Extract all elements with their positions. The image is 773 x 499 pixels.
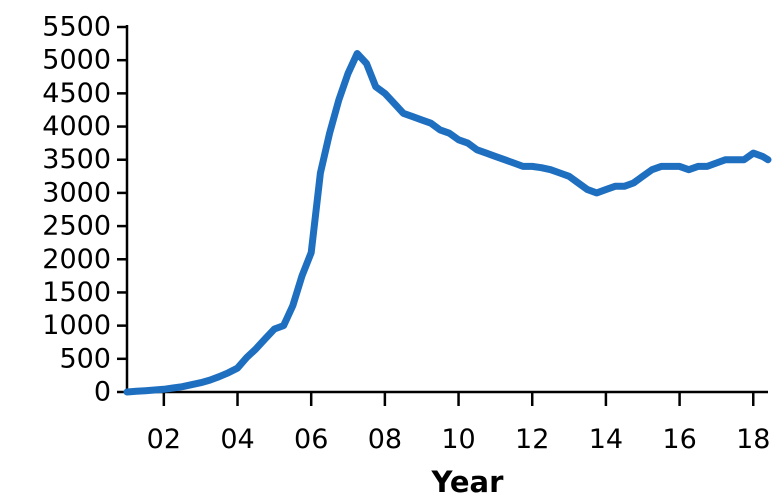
y-tick-label: 3500 [42, 144, 111, 175]
y-tick-label: 1000 [42, 310, 111, 341]
x-axis-ticks: 02 04 06 08 10 12 14 16 18 [147, 392, 770, 455]
series-line-0 [123, 50, 772, 396]
y-axis-ticks: 0500100015002000250030003500400045005000… [42, 12, 127, 408]
y-tick-label: 4500 [42, 78, 111, 109]
y-tick-label: 2000 [42, 244, 111, 275]
x-tick-label: 02 [147, 424, 181, 455]
x-tick-label: 06 [294, 424, 328, 455]
y-tick-label: 2500 [42, 211, 111, 242]
series-group [123, 50, 772, 396]
y-tick-label: 5000 [42, 45, 111, 76]
x-tick-label: 14 [589, 424, 623, 455]
x-tick-label: 18 [736, 424, 770, 455]
x-tick-label: 12 [515, 424, 549, 455]
x-tick-label: 08 [368, 424, 402, 455]
y-tick-label: 5500 [42, 12, 111, 43]
y-tick-label: 3000 [42, 177, 111, 208]
y-tick-label: 1500 [42, 277, 111, 308]
y-tick-label: 500 [59, 343, 111, 374]
x-tick-label: 10 [441, 424, 475, 455]
y-tick-label: 4000 [42, 111, 111, 142]
x-tick-label: 04 [220, 424, 254, 455]
y-tick-label: 0 [94, 377, 111, 408]
x-axis-title: Year [431, 465, 505, 499]
x-tick-label: 16 [662, 424, 696, 455]
